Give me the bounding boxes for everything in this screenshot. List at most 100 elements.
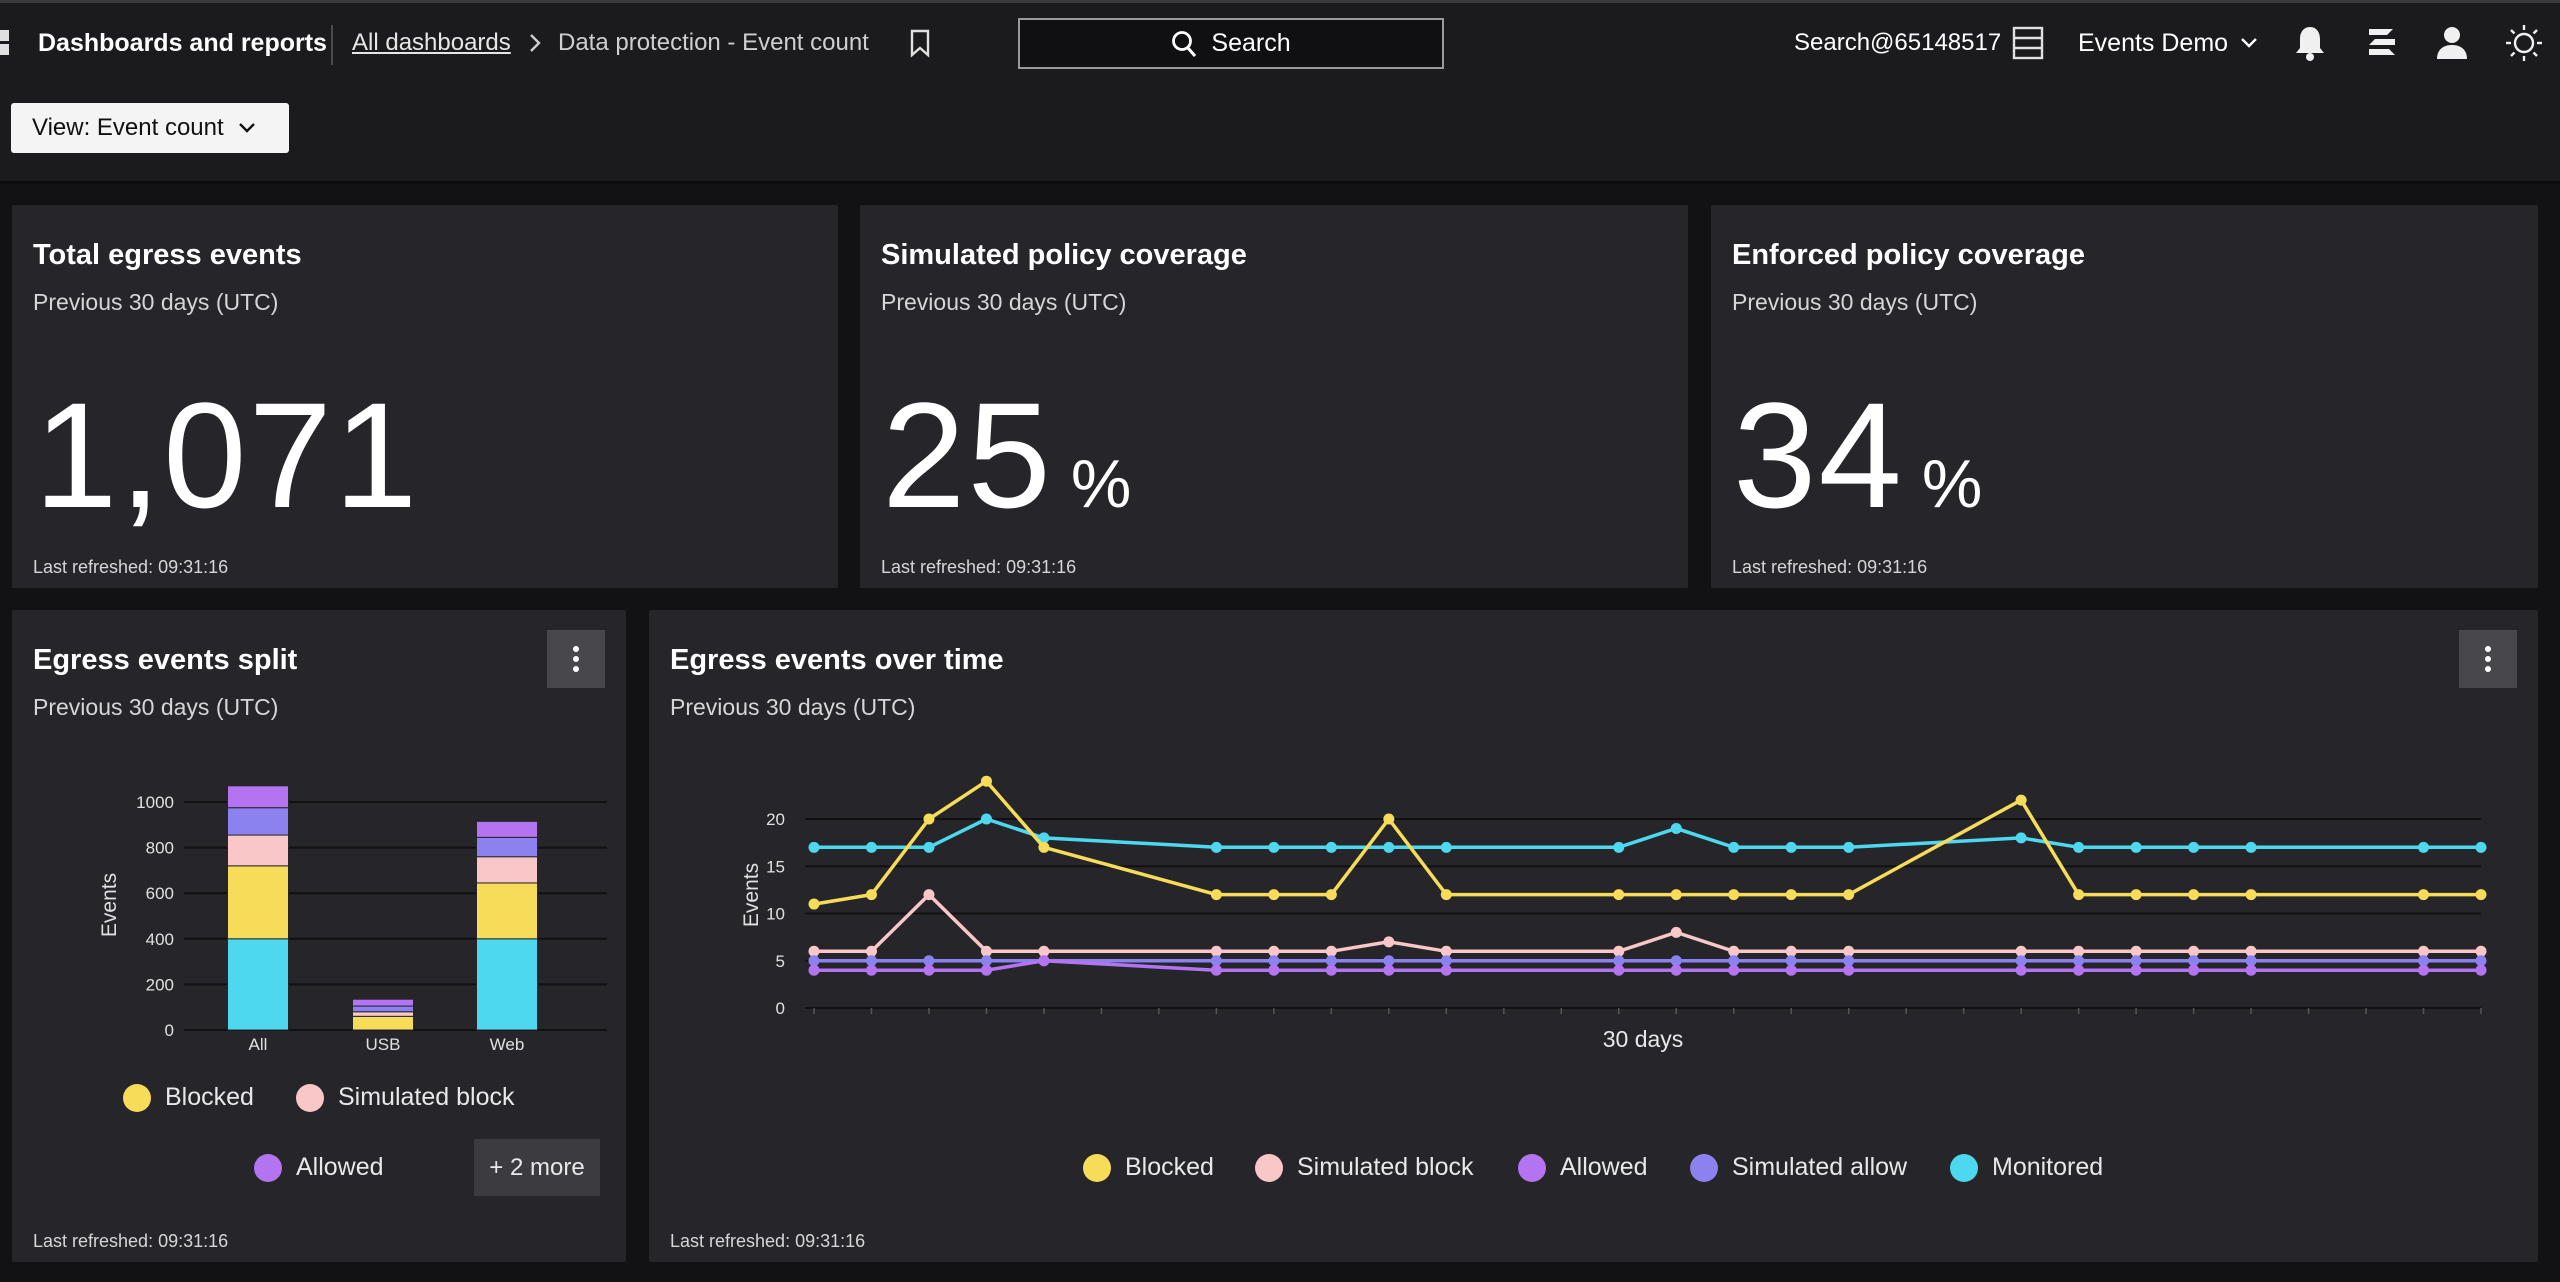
y-axis-label: Events bbox=[98, 873, 121, 937]
data-point bbox=[1383, 813, 1395, 825]
bar-segment bbox=[476, 836, 538, 858]
notifications-bell-icon[interactable] bbox=[2288, 3, 2332, 83]
data-point bbox=[980, 955, 992, 967]
data-point bbox=[1210, 889, 1222, 901]
data-point bbox=[2015, 955, 2027, 967]
legend-item-blocked[interactable]: Blocked bbox=[1083, 1153, 1214, 1182]
x-tick-label: Web bbox=[490, 1035, 525, 1054]
data-point bbox=[1210, 955, 1222, 967]
y-tick-label: 0 bbox=[165, 1021, 174, 1040]
kpi-number: 1,071 bbox=[34, 371, 420, 539]
data-point bbox=[1843, 955, 1855, 967]
data-point bbox=[1785, 955, 1797, 967]
data-point bbox=[1325, 841, 1337, 853]
legend-item-monitored[interactable]: Monitored bbox=[1950, 1153, 2103, 1182]
data-point bbox=[2188, 945, 2200, 957]
last-refreshed: Last refreshed: 09:31:16 bbox=[33, 557, 229, 577]
data-point bbox=[865, 955, 877, 967]
series-line bbox=[814, 892, 2481, 954]
data-point bbox=[2015, 794, 2027, 806]
last-refreshed: Last refreshed: 09:31:16 bbox=[670, 1231, 866, 1251]
data-point bbox=[1268, 964, 1280, 976]
overflow-menu-button[interactable] bbox=[2459, 630, 2517, 688]
overflow-menu-button[interactable] bbox=[547, 630, 605, 688]
data-point bbox=[2073, 955, 2085, 967]
bar-segment bbox=[227, 938, 289, 1031]
legend-item-simulated-allow[interactable]: Simulated allow bbox=[1690, 1153, 1907, 1182]
y-axis-label: Events bbox=[740, 863, 763, 927]
switcher-icon[interactable] bbox=[2360, 3, 2404, 83]
data-point bbox=[1268, 955, 1280, 967]
series-line bbox=[814, 959, 2481, 972]
theme-toggle-sun-icon[interactable] bbox=[2502, 3, 2546, 83]
x-tick-label: All bbox=[249, 1035, 268, 1054]
data-point bbox=[1728, 955, 1740, 967]
data-point bbox=[2418, 841, 2430, 853]
egress-split-bar-chart: 0 200 400 600 800 1000 Events All USB Web bbox=[98, 785, 607, 1054]
legend-item-blocked[interactable]: Blocked bbox=[123, 1083, 254, 1112]
breadcrumb-link-all-dashboards[interactable]: All dashboards bbox=[352, 29, 511, 56]
data-point bbox=[808, 964, 820, 976]
data-point bbox=[2418, 964, 2430, 976]
data-point bbox=[2418, 945, 2430, 957]
data-point bbox=[2188, 955, 2200, 967]
data-point bbox=[1325, 945, 1337, 957]
legend-more-button[interactable]: + 2 more bbox=[474, 1139, 600, 1196]
series-line bbox=[813, 778, 2481, 906]
tenant-switch-icon[interactable] bbox=[2006, 3, 2050, 83]
data-point bbox=[808, 841, 820, 853]
data-point bbox=[1440, 964, 1452, 976]
data-point bbox=[1268, 841, 1280, 853]
legend-item-allowed[interactable]: Allowed bbox=[1518, 1153, 1648, 1182]
legend-item-allowed[interactable]: Allowed bbox=[254, 1153, 384, 1182]
data-point bbox=[1670, 926, 1682, 938]
card-subtitle: Previous 30 days (UTC) bbox=[33, 289, 279, 315]
user-avatar-icon[interactable] bbox=[2430, 3, 2474, 83]
bar-segment bbox=[476, 820, 538, 838]
bar-segment bbox=[476, 856, 538, 884]
data-point bbox=[2475, 964, 2487, 976]
legend-item-simulated-block[interactable]: Simulated block bbox=[296, 1083, 514, 1112]
kpi-value: 25% bbox=[882, 380, 1133, 530]
data-point bbox=[1728, 841, 1740, 853]
data-point bbox=[1268, 945, 1280, 957]
search-button[interactable]: Search bbox=[1018, 18, 1444, 69]
data-point bbox=[2130, 945, 2142, 957]
data-point bbox=[1210, 945, 1222, 957]
data-point bbox=[1670, 889, 1682, 901]
bar-segment bbox=[352, 1011, 414, 1017]
legend-label: Allowed bbox=[296, 1153, 384, 1181]
kpi-card-enforced-coverage: Enforced policy coverage Previous 30 day… bbox=[1711, 205, 2538, 588]
data-point bbox=[865, 841, 877, 853]
data-point bbox=[1670, 955, 1682, 967]
data-point bbox=[865, 964, 877, 976]
data-point bbox=[2475, 945, 2487, 957]
data-point bbox=[1038, 955, 1050, 967]
legend-label: Simulated block bbox=[338, 1083, 515, 1111]
legend-label: Blocked bbox=[1125, 1153, 1214, 1181]
legend-swatch bbox=[1950, 1153, 1978, 1182]
legend-item-simulated-block[interactable]: Simulated block bbox=[1255, 1153, 1473, 1182]
kpi-number: 25 bbox=[882, 371, 1053, 539]
kebab-icon bbox=[2485, 646, 2491, 672]
card-title: Egress events over time bbox=[670, 644, 1004, 676]
app-grid-icon[interactable] bbox=[0, 28, 16, 58]
data-point bbox=[1843, 889, 1855, 901]
data-point bbox=[2130, 841, 2142, 853]
series-line bbox=[814, 817, 2481, 850]
legend-swatch bbox=[1518, 1153, 1546, 1182]
breadcrumb-current: Data protection - Event count bbox=[558, 29, 869, 56]
chart-card-egress-over-time: Egress events over time Previous 30 days… bbox=[649, 610, 2538, 1262]
tenant-label[interactable]: Search@65148517 bbox=[1794, 29, 2002, 56]
data-point bbox=[923, 841, 935, 853]
view-selector-button[interactable]: View: Event count bbox=[11, 103, 289, 153]
bookmark-icon[interactable] bbox=[908, 3, 938, 83]
data-point bbox=[1440, 841, 1452, 853]
environment-selector[interactable]: Events Demo bbox=[2078, 3, 2258, 83]
data-point bbox=[1038, 832, 1050, 844]
y-tick-label: 200 bbox=[146, 975, 174, 994]
data-point bbox=[2073, 889, 2085, 901]
x-axis-label: 30 days bbox=[1603, 1026, 1684, 1052]
data-point bbox=[808, 945, 820, 957]
y-tick-label: 1000 bbox=[136, 793, 174, 812]
